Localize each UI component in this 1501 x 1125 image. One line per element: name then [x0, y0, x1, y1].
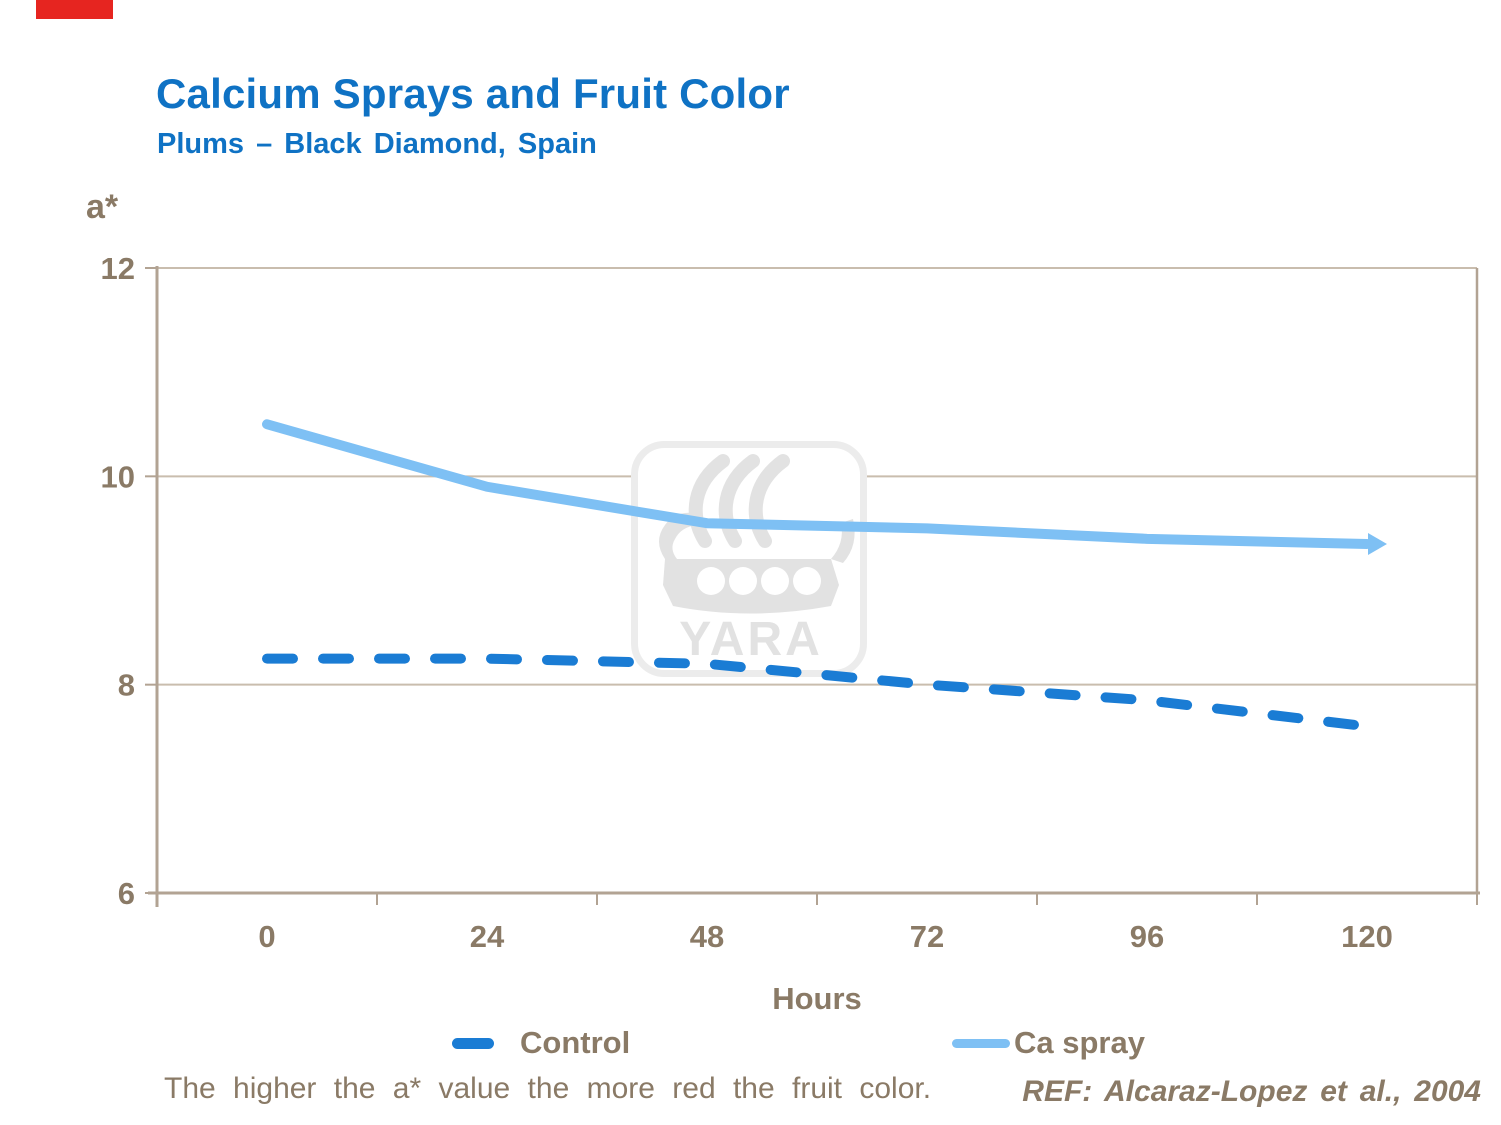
x-tick-label-120: 120: [1341, 919, 1393, 954]
reference: REF: Alcaraz-Lopez et al., 2004: [1022, 1075, 1481, 1108]
ca-spray-line: [262, 419, 1372, 550]
x-tick-label-0: 0: [258, 919, 275, 954]
x-tick-label-48: 48: [690, 919, 724, 954]
x-tick-label-96: 96: [1130, 919, 1164, 954]
ca-spray-arrowhead: [1368, 533, 1387, 556]
y-axis-title: a*: [86, 188, 119, 226]
ship-sail-strokes: [688, 454, 790, 548]
ca-spray-line-swatch: [952, 1038, 1010, 1048]
x-tick-label-72: 72: [910, 919, 944, 954]
watermark-label: YARA: [679, 613, 823, 666]
chart-title: Calcium Sprays and Fruit Color: [156, 70, 790, 117]
legend-item-ca-spray: Ca spray: [952, 1022, 1145, 1064]
y-tick-label-8: 8: [118, 668, 135, 703]
x-axis-title: Hours: [772, 981, 862, 1016]
y-tick-label-10: 10: [101, 459, 135, 494]
y-tick-label-12: 12: [101, 251, 135, 286]
x-tick-label-24: 24: [470, 919, 505, 954]
control-line-swatch: [452, 1037, 494, 1049]
corner-flag: [36, 0, 113, 19]
chart-subtitle: Plums – Black Diamond, Spain: [157, 128, 597, 160]
control-line: [262, 653, 1372, 732]
footnote: The higher the a* value the more red the…: [164, 1072, 932, 1105]
yara-viking-ship-logo: YARA: [631, 441, 867, 677]
yara-watermark: YARA: [631, 441, 868, 678]
y-tick-label-6: 6: [118, 876, 135, 911]
legend-item-control: Control: [452, 1022, 630, 1064]
legend-label-control: Control: [520, 1025, 631, 1060]
ship-shield-holes: [697, 567, 821, 595]
legend-label-ca-spray: Ca spray: [1014, 1025, 1145, 1060]
